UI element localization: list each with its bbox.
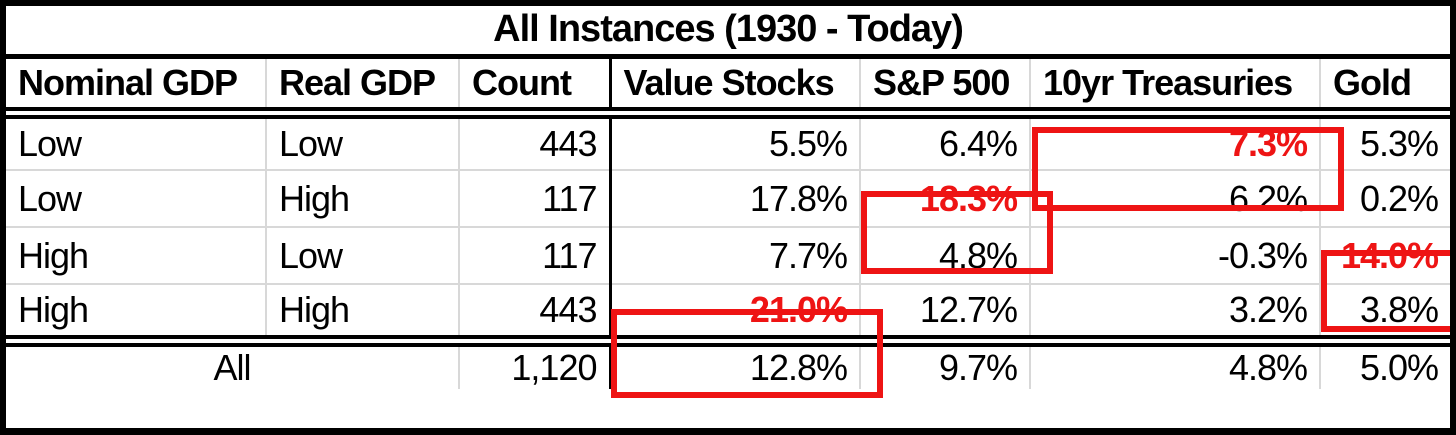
highlight-box-row1-10yr-treasuries	[1032, 127, 1344, 211]
col-header-count: Count	[459, 56, 612, 119]
cell-count: 117	[459, 170, 612, 228]
cell-value-stocks: 17.8%	[610, 170, 861, 228]
cell-sp500: 6.4%	[860, 113, 1031, 171]
col-header-real-gdp: Real GDP	[266, 56, 460, 119]
cell-value-stocks: 7.7%	[610, 227, 861, 285]
cell-nominal-gdp: Low	[6, 170, 267, 228]
col-header-gold: Gold	[1320, 56, 1450, 119]
cell-sp500: 12.7%	[860, 284, 1031, 347]
cell-real-gdp: High	[266, 284, 460, 347]
cell-10yr-treasuries: 3.2%	[1030, 284, 1321, 347]
cell-10yr-treasuries: 6.2%	[1030, 170, 1321, 228]
cell-gold: 3.8%	[1320, 284, 1450, 347]
header-row: Nominal GDP Real GDP Count Value Stocks …	[6, 56, 1450, 119]
cell-value-stocks: 5.5%	[610, 113, 861, 171]
cell-sp500-highlighted: 18.3%	[860, 170, 1031, 228]
table-row: High Low 117 7.7% 4.8% -0.3% 14.0%	[6, 227, 1450, 285]
title-row: All Instances (1930 - Today)	[6, 6, 1450, 59]
table-title: All Instances (1930 - Today)	[6, 6, 1450, 59]
totals-value-stocks: 12.8%	[610, 341, 861, 389]
cell-count: 443	[459, 113, 612, 171]
totals-sp500: 9.7%	[860, 341, 1031, 389]
cell-real-gdp: Low	[266, 113, 460, 171]
totals-count: 1,120	[459, 341, 612, 389]
totals-label: All	[6, 341, 460, 389]
col-header-10yr-treasuries: 10yr Treasuries	[1030, 56, 1321, 119]
table-row: High High 443 21.0% 12.7% 3.2% 3.8%	[6, 284, 1450, 347]
col-header-sp500: S&P 500	[860, 56, 1031, 119]
cell-count: 443	[459, 284, 612, 347]
cell-real-gdp: Low	[266, 227, 460, 285]
cell-nominal-gdp: High	[6, 227, 267, 285]
cell-10yr-treasuries: -0.3%	[1030, 227, 1321, 285]
gdp-regime-returns-table: All Instances (1930 - Today) Nominal GDP…	[6, 6, 1450, 389]
highlight-box-row2-sp500	[861, 191, 1053, 274]
col-header-nominal-gdp: Nominal GDP	[6, 56, 267, 119]
table-row: Low High 117 17.8% 18.3% 6.2% 0.2%	[6, 170, 1450, 228]
col-header-value-stocks: Value Stocks	[610, 56, 861, 119]
cell-10yr-treasuries-highlighted: 7.3%	[1030, 113, 1321, 171]
cell-real-gdp: High	[266, 170, 460, 228]
highlight-box-row3-gold	[1321, 250, 1450, 332]
totals-row: All 1,120 12.8% 9.7% 4.8% 5.0%	[6, 341, 1450, 389]
cell-count: 117	[459, 227, 612, 285]
totals-10yr-treasuries: 4.8%	[1030, 341, 1321, 389]
highlight-box-row4-value-stocks	[611, 309, 883, 398]
totals-gold: 5.0%	[1359, 347, 1439, 388]
cell-nominal-gdp: Low	[6, 113, 267, 171]
cell-nominal-gdp: High	[6, 284, 267, 347]
